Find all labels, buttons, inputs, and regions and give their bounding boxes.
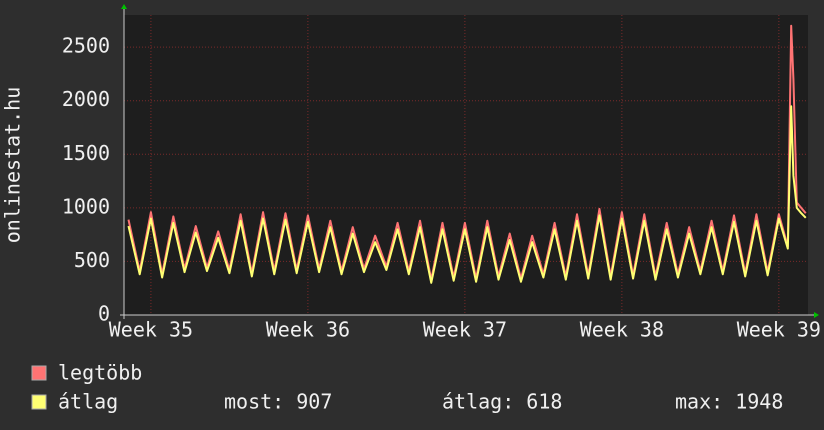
legend-label: átlag bbox=[58, 390, 118, 414]
y-tick-label: 1000 bbox=[62, 194, 110, 218]
x-tick-label: Week 35 bbox=[109, 318, 193, 342]
y-tick-label: 2500 bbox=[62, 34, 110, 58]
stat-current: most: 907 bbox=[224, 390, 332, 414]
y-tick-label: 0 bbox=[98, 302, 110, 326]
stat-max: max: 1948 bbox=[675, 390, 783, 414]
axis-arrow bbox=[814, 312, 819, 318]
y-tick-label: 500 bbox=[74, 248, 110, 272]
x-tick-label: Week 36 bbox=[266, 318, 350, 342]
x-tick-label: Week 38 bbox=[580, 318, 664, 342]
legend-label: legtöbb bbox=[58, 361, 142, 385]
legend-swatch bbox=[31, 394, 47, 410]
axis-arrow bbox=[121, 4, 127, 9]
legend-swatch bbox=[31, 365, 47, 381]
x-tick-label: Week 39 bbox=[737, 318, 821, 342]
x-tick-label: Week 37 bbox=[423, 318, 507, 342]
stat-average: átlag: 618 bbox=[442, 390, 562, 414]
series-line bbox=[127, 105, 807, 284]
y-tick-label: 2000 bbox=[62, 87, 110, 111]
plot-area bbox=[124, 15, 808, 315]
y-tick-label: 1500 bbox=[62, 141, 110, 165]
y-axis-label: onlinestat.hu bbox=[1, 87, 25, 244]
